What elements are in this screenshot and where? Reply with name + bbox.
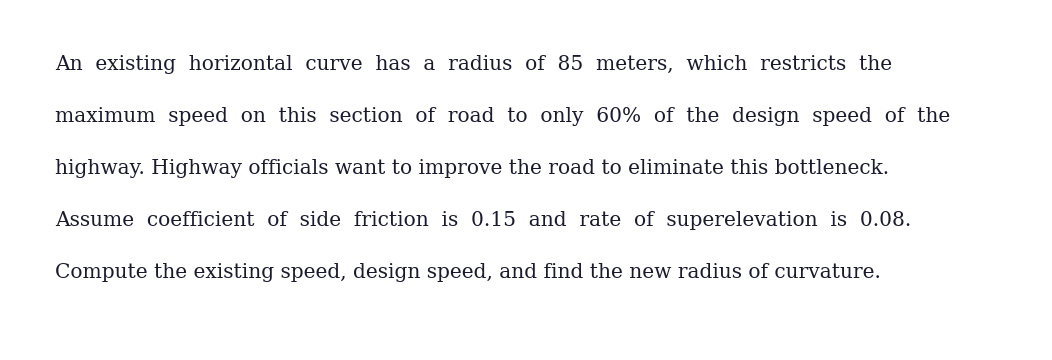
Text: highway. Highway officials want to improve the road to eliminate this bottleneck: highway. Highway officials want to impro… <box>55 159 889 178</box>
Text: An  existing  horizontal  curve  has  a  radius  of  85  meters,  which  restric: An existing horizontal curve has a radiu… <box>55 55 892 74</box>
Text: maximum  speed  on  this  section  of  road  to  only  60%  of  the  design  spe: maximum speed on this section of road to… <box>55 107 950 126</box>
Text: Assume  coefficient  of  side  friction  is  0.15  and  rate  of  superelevation: Assume coefficient of side friction is 0… <box>55 211 911 230</box>
Text: Compute the existing speed, design speed, and find the new radius of curvature.: Compute the existing speed, design speed… <box>55 263 881 282</box>
